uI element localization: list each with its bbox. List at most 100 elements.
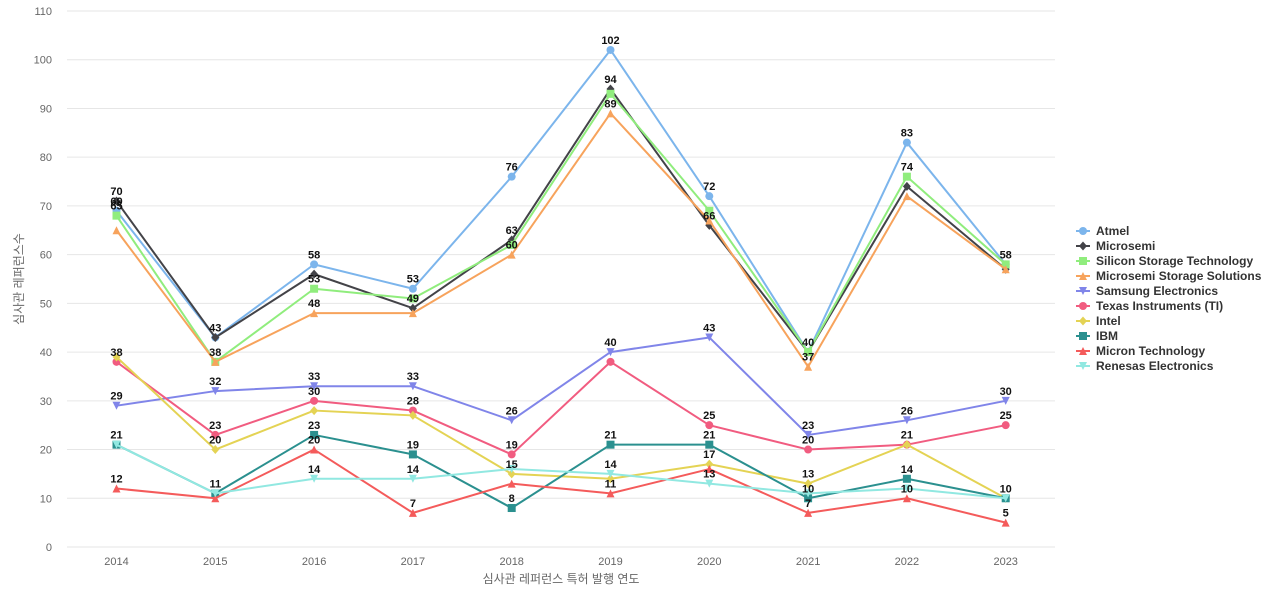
data-point — [606, 45, 615, 54]
data-label: 40 — [802, 337, 814, 349]
data-point — [310, 269, 319, 279]
legend-label: Silicon Storage Technology — [1096, 254, 1253, 268]
data-label: 10 — [901, 483, 913, 495]
data-point — [408, 410, 417, 420]
x-tick-label: 2015 — [203, 556, 227, 568]
data-point — [705, 206, 714, 215]
data-point — [408, 294, 417, 303]
legend-marker — [1079, 332, 1087, 340]
data-point — [310, 309, 319, 318]
data-point — [804, 479, 813, 489]
series-line — [115, 92, 1007, 363]
data-point — [902, 172, 911, 181]
data-label: 72 — [703, 181, 715, 193]
legend-item-intel[interactable]: Intel — [1076, 314, 1121, 328]
legend-item-silicon-storage-technology[interactable]: Silicon Storage Technology — [1076, 254, 1253, 268]
series-texas-instruments-ti — [112, 357, 1010, 459]
data-label: 43 — [209, 322, 221, 334]
y-tick-label: 60 — [40, 250, 52, 262]
legend-item-samsung-electronics[interactable]: Samsung Electronics — [1076, 284, 1218, 298]
y-tick-label: 50 — [40, 298, 52, 310]
data-label: 33 — [308, 371, 320, 383]
data-label: 69 — [110, 196, 122, 208]
legend-item-texas-instruments-ti[interactable]: Texas Instruments (TI) — [1076, 299, 1223, 313]
data-point — [408, 508, 417, 517]
y-tick-label: 90 — [40, 103, 52, 115]
data-label: 28 — [407, 396, 419, 408]
data-label: 20 — [209, 435, 221, 447]
data-point — [705, 333, 714, 342]
series-samsung-electronics — [112, 333, 1010, 439]
data-point — [705, 440, 714, 449]
data-label: 89 — [604, 98, 616, 110]
data-label: 21 — [901, 430, 913, 442]
data-point — [705, 465, 714, 474]
legend-label: Samsung Electronics — [1096, 284, 1218, 298]
data-label: 11 — [209, 478, 221, 490]
data-label: 33 — [407, 371, 419, 383]
data-label: 13 — [802, 469, 814, 481]
series-renesas-electronics — [112, 440, 1010, 503]
data-point — [804, 494, 813, 503]
data-point — [606, 109, 615, 118]
data-point — [804, 362, 813, 371]
series-silicon-storage-technology — [112, 89, 1010, 366]
data-point — [902, 138, 911, 147]
data-point — [1001, 265, 1010, 274]
data-point — [211, 494, 220, 503]
data-point — [310, 260, 319, 269]
x-tick-label: 2021 — [796, 556, 820, 568]
data-point — [902, 181, 911, 191]
series-layer — [112, 45, 1010, 527]
data-label: 43 — [703, 322, 715, 334]
legend-item-microsemi[interactable]: Microsemi — [1076, 239, 1155, 253]
data-label: 15 — [506, 459, 518, 471]
legend-label: Texas Instruments (TI) — [1096, 299, 1223, 313]
data-label: 65 — [110, 201, 122, 213]
grid-layer — [67, 10, 1055, 548]
data-label: 7 — [805, 498, 811, 510]
legend-item-ibm[interactable]: IBM — [1076, 329, 1118, 343]
data-label: 30 — [1000, 386, 1012, 398]
data-point — [705, 192, 714, 201]
series-intel — [112, 352, 1010, 503]
legend-label: Microsemi Storage Solutions — [1096, 269, 1262, 283]
data-point — [902, 192, 911, 201]
data-point — [1001, 518, 1010, 527]
data-point — [408, 309, 417, 318]
y-tick-label: 40 — [40, 347, 52, 359]
data-point — [606, 89, 615, 98]
legend-marker — [1079, 227, 1087, 235]
data-label: 11 — [605, 478, 617, 490]
legend-item-atmel[interactable]: Atmel — [1076, 224, 1129, 238]
data-label: 5 — [1003, 508, 1009, 520]
data-label: 23 — [308, 420, 320, 432]
data-label: 10 — [802, 483, 814, 495]
legend-item-renesas-electronics[interactable]: Renesas Electronics — [1076, 359, 1214, 373]
x-tick-label: 2022 — [895, 556, 919, 568]
data-point — [211, 387, 220, 396]
data-point — [606, 440, 615, 449]
data-point — [705, 421, 714, 430]
legend-item-microsemi-storage-solutions[interactable]: Microsemi Storage Solutions — [1076, 269, 1262, 283]
series-line — [116, 448, 1006, 524]
data-point — [211, 489, 220, 498]
data-label: 14 — [901, 464, 914, 476]
legend-label: Atmel — [1096, 224, 1129, 238]
x-tick-label: 2017 — [401, 556, 425, 568]
data-point — [408, 474, 417, 483]
y-axis-title: 심사관 레퍼런스수 — [12, 233, 26, 325]
legend-item-micron-technology[interactable]: Micron Technology — [1076, 344, 1205, 358]
data-label: 26 — [901, 405, 913, 417]
data-point — [310, 396, 319, 405]
data-label: 23 — [802, 420, 814, 432]
data-label: 13 — [703, 469, 715, 481]
data-point — [606, 474, 615, 484]
data-point — [1001, 494, 1010, 503]
data-label: 8 — [509, 493, 515, 505]
y-tick-label: 30 — [40, 396, 52, 408]
